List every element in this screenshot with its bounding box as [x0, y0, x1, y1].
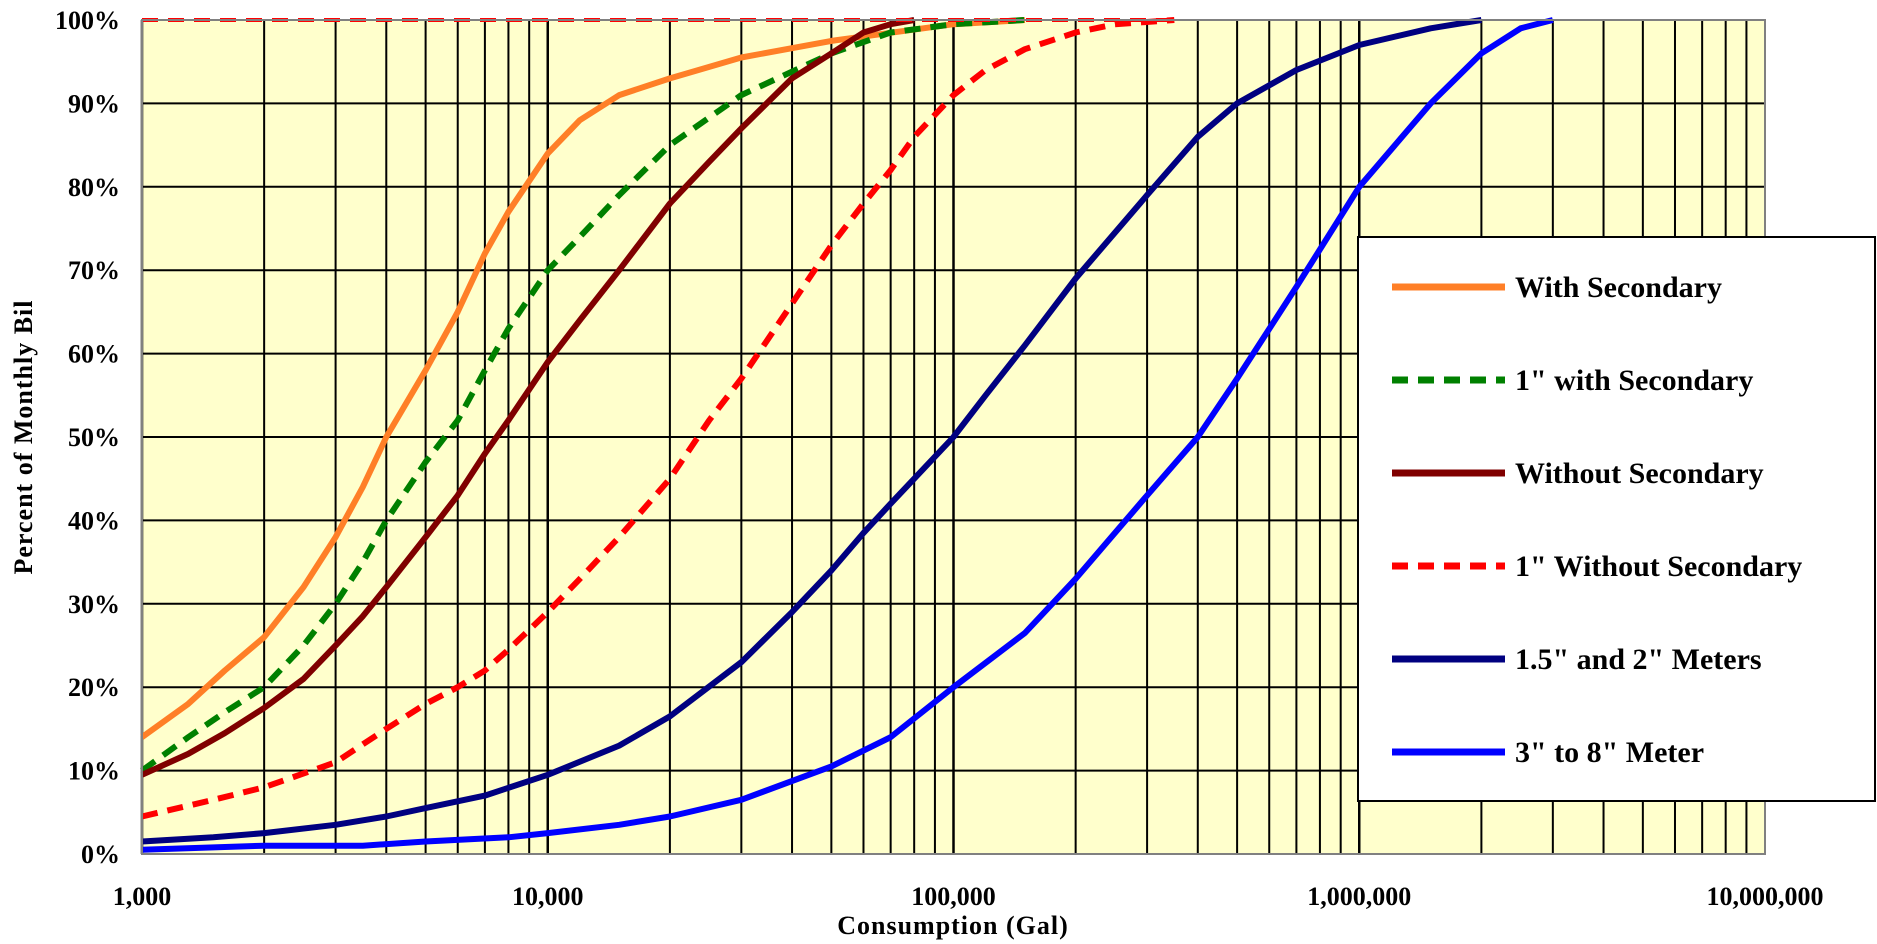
- series-line-0: [140, 17, 1026, 740]
- y-axis-title: Percent of Monthly Bil: [9, 300, 38, 575]
- legend: With Secondary 1" with Secondary Without S…: [1357, 236, 1876, 802]
- y-tick-label: 70%: [68, 256, 120, 285]
- y-tick-label: 100%: [55, 6, 120, 35]
- series-line-3: [141, 17, 1175, 820]
- x-tick-label: 1,000,000: [1307, 882, 1411, 911]
- y-tick-label: 20%: [68, 673, 120, 702]
- y-tick-label: 90%: [68, 89, 120, 118]
- series-layer: [140, 17, 1554, 853]
- series-line-2: [140, 17, 915, 778]
- x-tick-label: 100,000: [911, 882, 996, 911]
- y-tick-labels: 0% 10% 20% 30% 40% 50% 60% 70% 80% 90% 100%: [55, 6, 120, 869]
- x-tick-labels: 1,000 10,000 100,000 1,000,000 10,000,000: [113, 882, 1824, 911]
- y-tick-label: 80%: [68, 173, 120, 202]
- y-tick-label: 50%: [68, 423, 120, 452]
- y-tick-label: 0%: [81, 840, 120, 869]
- legend-label-5: 3" to 8" Meter: [1515, 736, 1704, 769]
- legend-box: [1357, 236, 1876, 802]
- x-tick-label: 10,000: [512, 882, 584, 911]
- legend-label-2: Without Secondary: [1515, 457, 1764, 490]
- y-tick-label: 30%: [68, 590, 120, 619]
- x-tick-label: 10,000,000: [1707, 882, 1824, 911]
- y-tick-label: 10%: [68, 757, 120, 786]
- y-tick-label: 40%: [68, 506, 120, 535]
- legend-label-1: 1" with Secondary: [1515, 364, 1753, 397]
- series-line-5: [141, 17, 1554, 853]
- legend-label-0: With Secondary: [1515, 271, 1722, 304]
- series-line-4: [141, 17, 1482, 845]
- x-tick-label: 1,000: [113, 882, 172, 911]
- x-axis-title: Consumption (Gal): [837, 911, 1069, 940]
- legend-label-3: 1" Without Secondary: [1515, 550, 1802, 583]
- legend-label-4: 1.5" and 2" Meters: [1515, 643, 1762, 676]
- y-tick-label: 60%: [68, 340, 120, 369]
- series-line-1: [140, 17, 1026, 774]
